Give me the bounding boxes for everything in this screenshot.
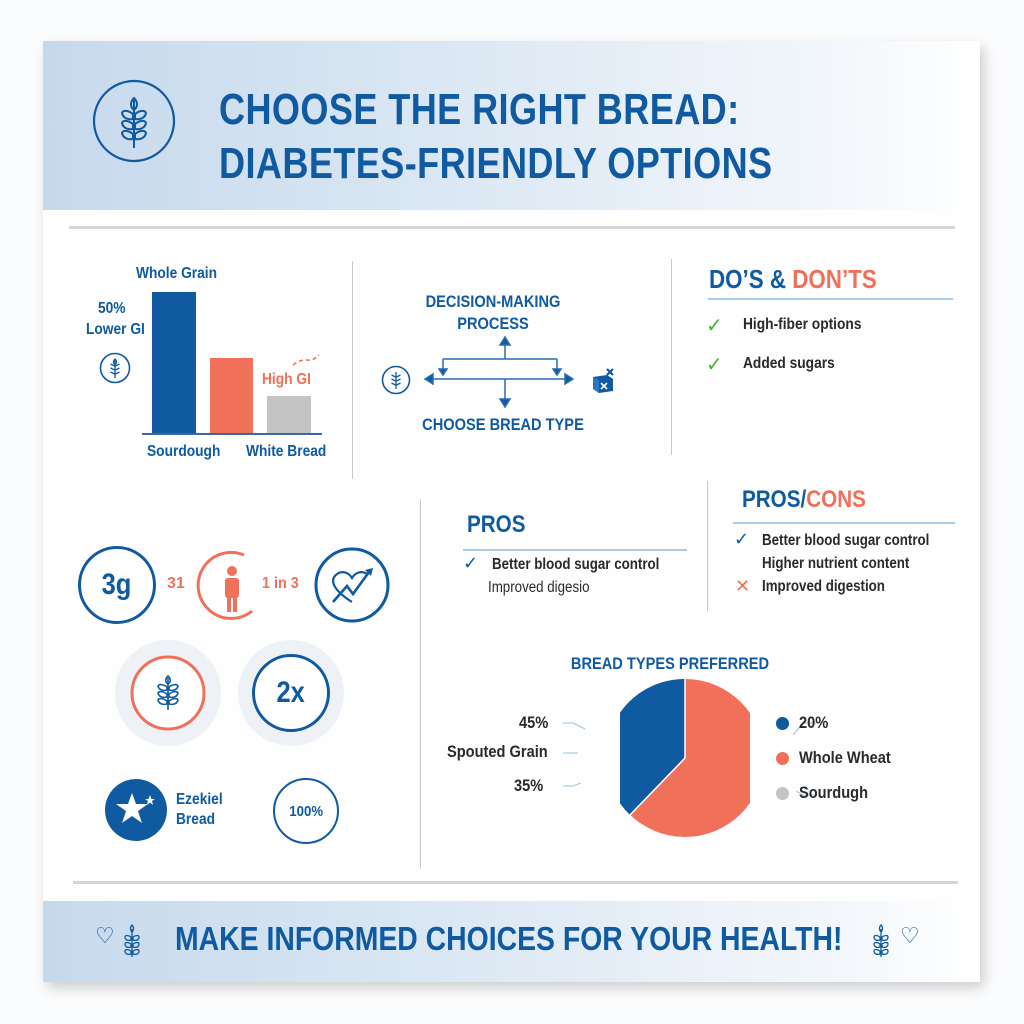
x-icon: ✕ bbox=[735, 576, 751, 596]
dos-item-label: High-fiber options bbox=[743, 316, 862, 333]
pros-title: PROS bbox=[467, 511, 526, 538]
heart-trend-icon bbox=[314, 547, 390, 623]
chart-top-label: Whole Grain bbox=[136, 265, 218, 282]
fiber-stat-value: 3g bbox=[102, 568, 132, 601]
title-do: DO’S & bbox=[709, 264, 787, 294]
page-title: CHOOSE THE RIGHT BREAD: DIABETES-FRIENDL… bbox=[219, 83, 773, 191]
chart-side-value: 50% bbox=[98, 300, 126, 317]
person-progress-icon bbox=[196, 550, 253, 620]
decision-title: DECISION-MAKING PROCESS bbox=[407, 291, 579, 335]
chart-side-label: Lower GI bbox=[86, 321, 145, 338]
fiber-stat-circle: 3g bbox=[78, 546, 156, 624]
pros-cons-item-label: Improved digestion bbox=[762, 578, 885, 595]
pros-item-label: Improved digesio bbox=[488, 579, 590, 596]
wheat-icon bbox=[381, 365, 411, 395]
star-icon bbox=[105, 779, 167, 841]
pie-leader-lines bbox=[563, 722, 816, 796]
decision-title-line-2: PROCESS bbox=[457, 314, 529, 333]
pie-left-label: 35% bbox=[514, 776, 544, 795]
pros-cons-item-label: Higher nutrient content bbox=[762, 555, 910, 572]
pie-title: BREAD TYPES PREFERRED bbox=[570, 654, 770, 673]
pros-item-label: Better blood sugar control bbox=[492, 556, 660, 573]
pros-cons-item-label: Better blood sugar control bbox=[762, 532, 930, 549]
title-cons: CONS bbox=[806, 486, 866, 513]
percent-value: 100% bbox=[289, 802, 323, 820]
ezekiel-label: Ezekiel Bread bbox=[176, 790, 223, 830]
x-label-sourdough: Sourdough bbox=[147, 443, 221, 460]
legend-swatch-salmon bbox=[776, 751, 789, 765]
check-icon: ✓ bbox=[734, 529, 750, 549]
bar-white-bread bbox=[267, 396, 311, 433]
top-divider bbox=[69, 226, 955, 229]
box-x-icon bbox=[593, 368, 614, 393]
check-icon: ✓ bbox=[463, 553, 479, 573]
pie-graphic bbox=[620, 678, 750, 837]
title-pros: PROS/ bbox=[742, 486, 807, 513]
wheat-icon bbox=[99, 352, 131, 384]
pros-underline bbox=[463, 549, 687, 551]
count-stat-value: 31 bbox=[167, 575, 185, 592]
bottom-divider bbox=[73, 881, 958, 884]
header-banner: CHOOSE THE RIGHT BREAD: DIABETES-FRIENDL… bbox=[43, 41, 980, 210]
pros-cons-title: PROS/CONS bbox=[742, 486, 866, 514]
dos-donts-title: DO’S & DON’TS bbox=[709, 264, 877, 295]
flow-arrows bbox=[423, 335, 575, 409]
title-dont: DON’TS bbox=[792, 264, 877, 294]
dos-item-label: Added sugars bbox=[743, 355, 835, 372]
percent-circle: 100% bbox=[273, 778, 339, 844]
divider-v1 bbox=[352, 261, 353, 479]
title-line-2: DIABETES-FRIENDLY OPTIONS bbox=[219, 139, 773, 188]
pie-left-label: Spouted Grain bbox=[447, 742, 548, 761]
divider-v4 bbox=[707, 481, 708, 611]
bar-sourdough bbox=[210, 358, 253, 433]
wheat-icon bbox=[92, 79, 176, 163]
legend-item: Sourdugh bbox=[776, 783, 880, 803]
check-icon: ✓ bbox=[706, 315, 723, 337]
ezekiel-line-2: Bread bbox=[176, 811, 216, 828]
ratio-stat-value: 1 in 3 bbox=[262, 575, 299, 592]
wheat-icon bbox=[130, 655, 206, 731]
high-gi-label: High GI bbox=[262, 371, 311, 388]
legend-swatch-blue bbox=[776, 716, 789, 730]
bar-whole-grain bbox=[152, 292, 196, 433]
x-label-white-bread: White Bread bbox=[246, 443, 327, 460]
decision-title-line-1: DECISION-MAKING bbox=[425, 292, 561, 311]
legend-item: 20% bbox=[776, 713, 833, 733]
pie-left-label: 45% bbox=[519, 713, 549, 732]
wheat-icon bbox=[124, 924, 140, 957]
multiplier-circle: 2x bbox=[252, 654, 330, 732]
legend-label: Whole Wheat bbox=[799, 748, 892, 767]
legend-swatch-gray bbox=[776, 786, 789, 800]
title-line-1: CHOOSE THE RIGHT BREAD: bbox=[219, 85, 740, 134]
ezekiel-line-1: Ezekiel bbox=[176, 791, 223, 808]
footer-banner: ♡ MAKE INFORMED CHOICES FOR YOUR HEALTH!… bbox=[43, 901, 980, 982]
wheat-icon bbox=[873, 924, 889, 957]
check-icon: ✓ bbox=[706, 354, 723, 376]
dos-donts-underline bbox=[708, 298, 953, 300]
heart-icon: ♡ bbox=[95, 923, 115, 948]
divider-v2 bbox=[671, 259, 672, 455]
heart-icon: ♡ bbox=[900, 923, 920, 948]
decision-bottom-label: CHOOSE BREAD TYPE bbox=[422, 415, 584, 434]
legend-label: 20% bbox=[799, 713, 829, 732]
divider-v3 bbox=[420, 499, 421, 869]
infographic-card: CHOOSE THE RIGHT BREAD: DIABETES-FRIENDL… bbox=[43, 41, 980, 982]
multiplier-value: 2x bbox=[276, 676, 306, 709]
pros-cons-underline bbox=[733, 522, 955, 524]
legend-item: Whole Wheat bbox=[776, 748, 906, 768]
footer-tagline: MAKE INFORMED CHOICES FOR YOUR HEALTH! bbox=[175, 920, 843, 957]
legend-label: Sourdugh bbox=[799, 783, 869, 802]
chart-baseline bbox=[142, 433, 322, 435]
trend-dash-icon bbox=[292, 354, 320, 366]
